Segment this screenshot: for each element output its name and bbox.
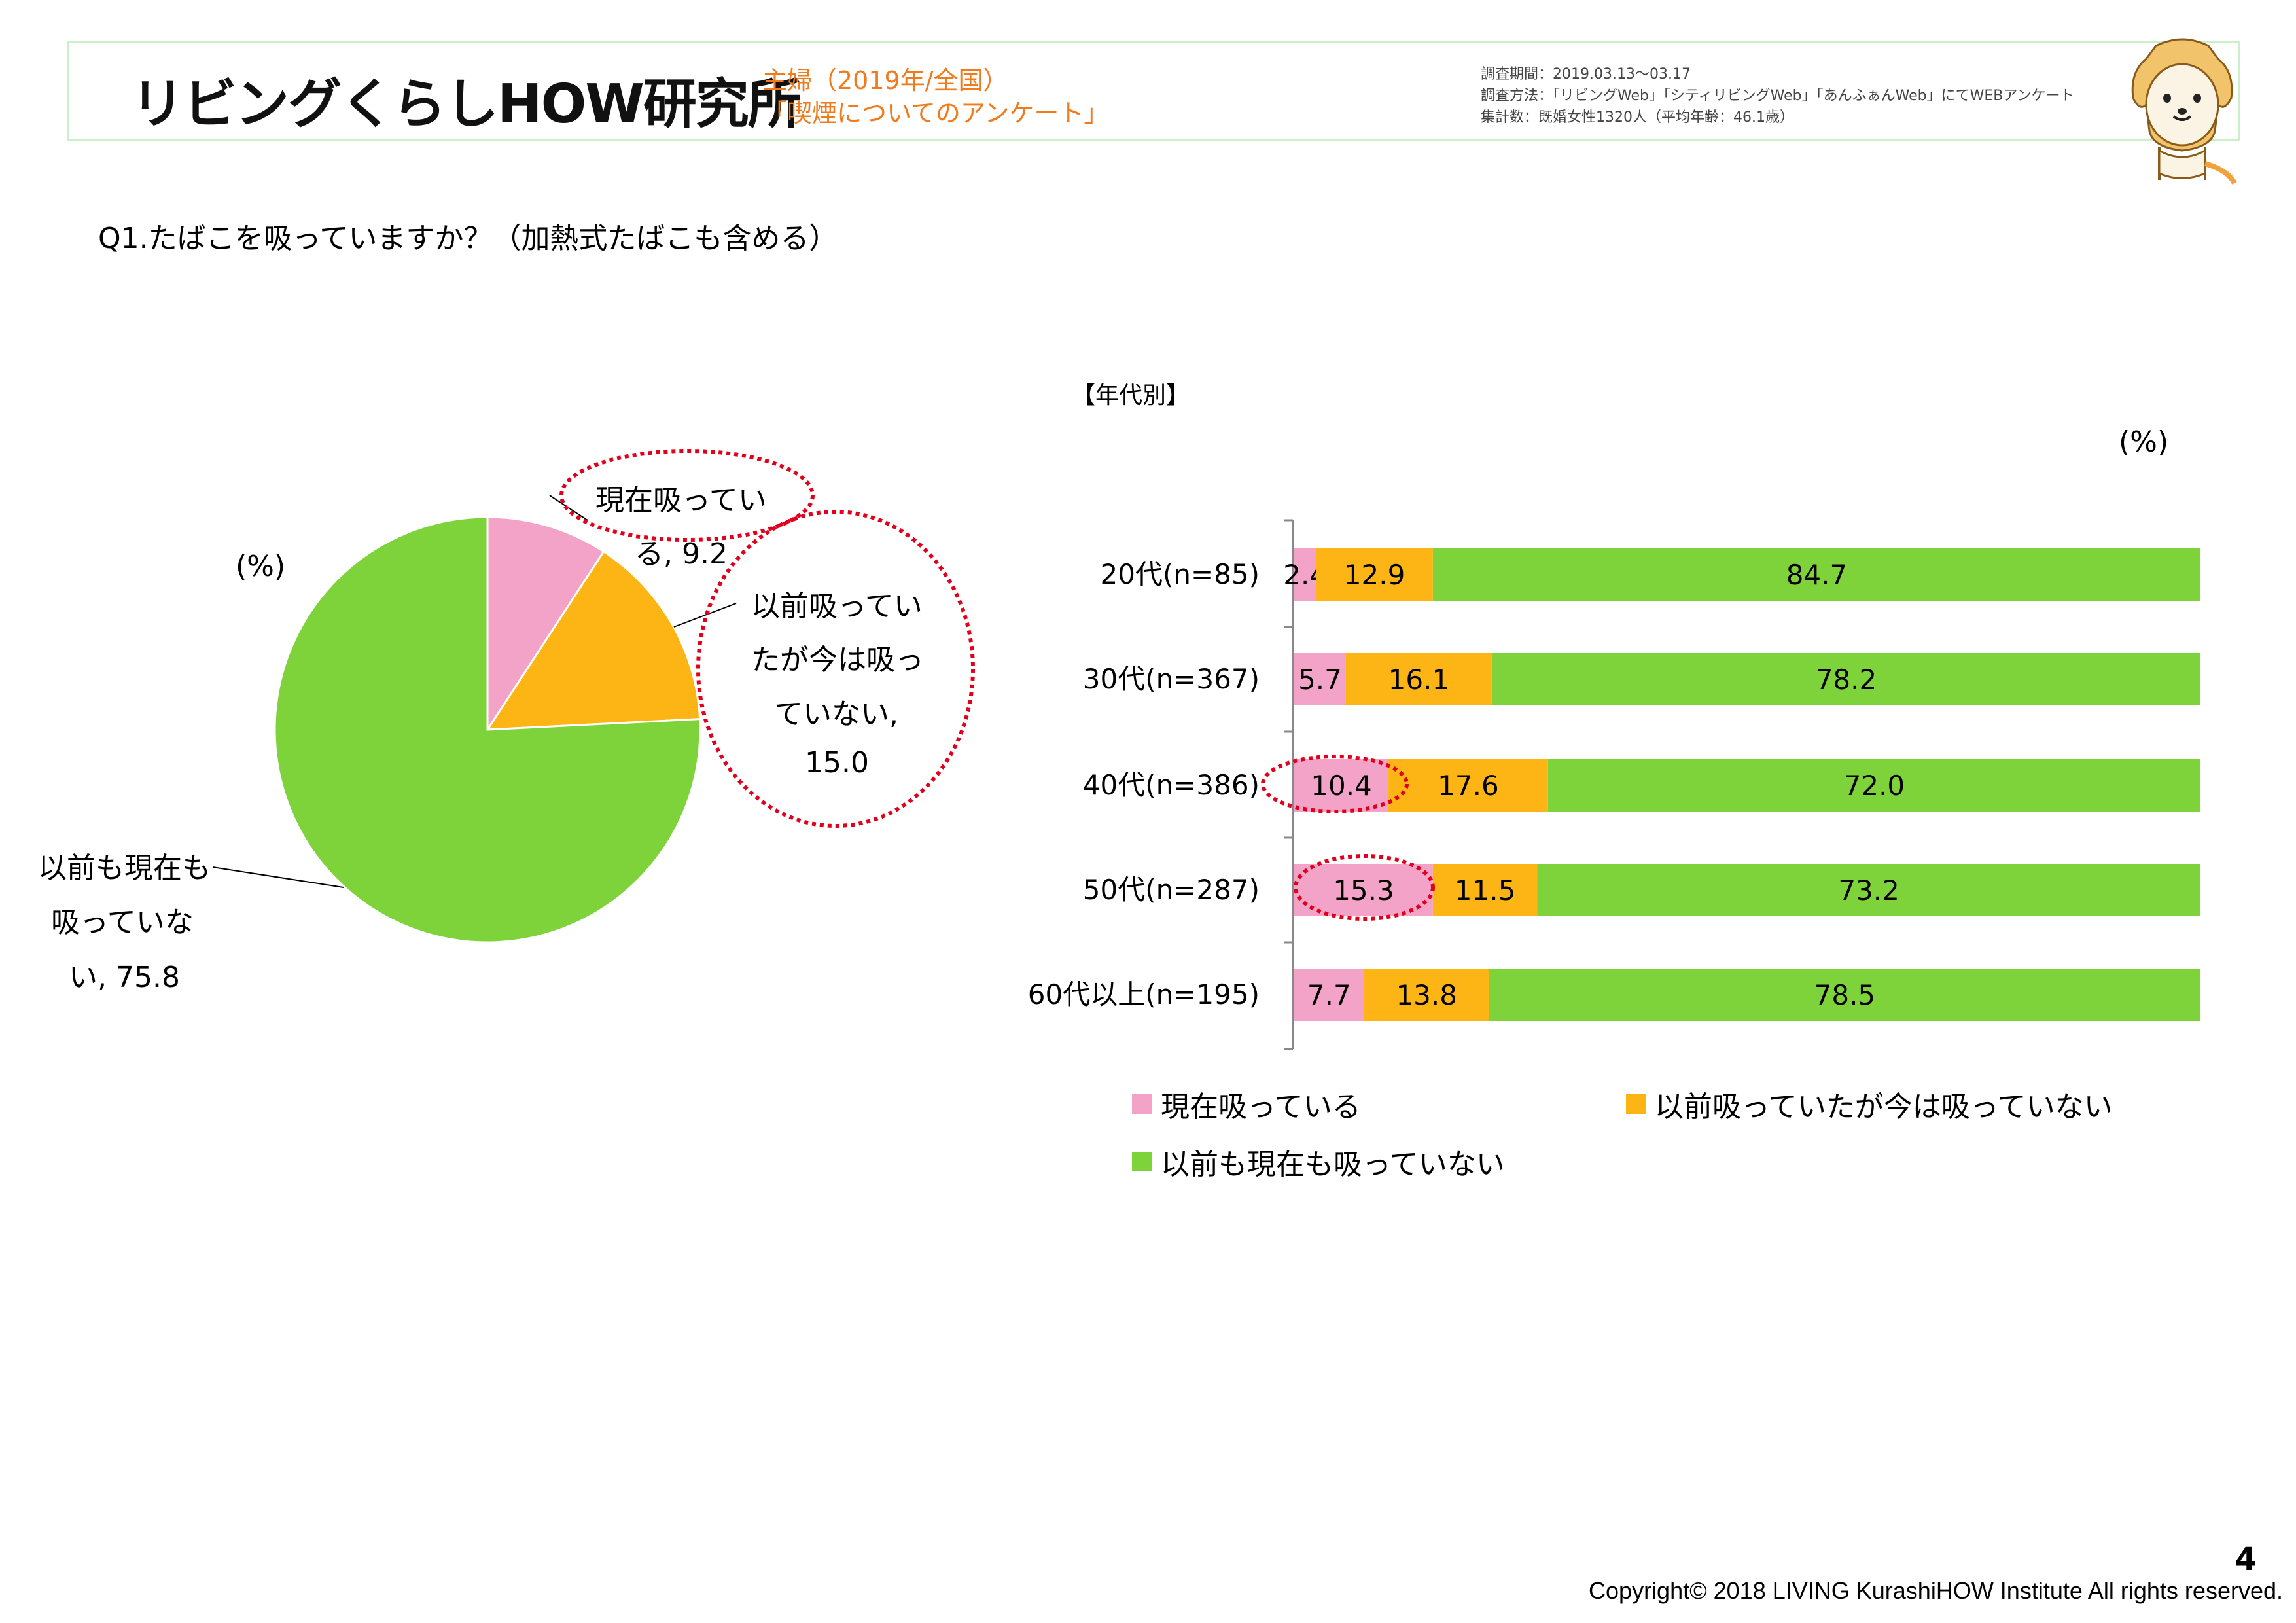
bar-data-label-quit: 16.1 [1388, 664, 1450, 696]
survey-period: 調査期間：2019.03.13〜03.17 [1481, 66, 1691, 82]
bar-data-label-smoking: 7.7 [1307, 979, 1351, 1011]
legend-swatch-smoking [1132, 1094, 1152, 1114]
bar-segment-never [1432, 548, 2200, 601]
bar-category-label: 50代(n=287) [1083, 874, 1260, 906]
page-number: 4 [2234, 1541, 2257, 1578]
bar-segment-never [1491, 653, 2200, 705]
pie-leader-line-never [212, 866, 344, 888]
bar-segment-quit [1345, 653, 1492, 705]
bar-data-label-smoking: 10.4 [1311, 770, 1372, 802]
bar-segment-smoking [1294, 653, 1346, 705]
legend-swatch-never [1132, 1152, 1152, 1171]
highlight-ellipse-quit [696, 510, 975, 828]
bar-data-label-smoking: 5.7 [1298, 664, 1342, 696]
pie-leader-line-quit [673, 603, 737, 628]
legend-swatch-quit [1626, 1094, 1646, 1114]
highlight-ellipse-50s [1294, 854, 1435, 921]
bar-segment-quit [1364, 969, 1489, 1021]
header-box [67, 41, 2240, 141]
mascot-image [2131, 38, 2237, 185]
bar-data-label-smoking: 15.3 [1333, 874, 1394, 906]
bar-data-label-never: 84.7 [1786, 559, 1848, 591]
pie-label-never-line1: 以前も現在も [38, 851, 211, 885]
survey-method: 調査方法：「リビングWeb」「シティリビングWeb」「あんふぁんWeb」にてWE… [1481, 88, 2075, 104]
pie-label-quit-line3: ていない, [774, 698, 898, 731]
bar-segment-never [1547, 759, 2200, 812]
bar-segment-smoking [1294, 969, 1364, 1021]
pie-unit-label: (%) [236, 550, 286, 583]
bar-data-label-quit: 13.8 [1396, 979, 1457, 1011]
legend-item-never: 以前も現在も吸っていない [1132, 1141, 1505, 1183]
pie-label-quit-line4: 15.0 [805, 746, 869, 779]
bar-segment-never [1489, 969, 2200, 1021]
bar-data-label-quit: 12.9 [1344, 559, 1405, 591]
bar-segment-smoking [1294, 864, 1433, 916]
legend-label-quit: 以前吸っていたが今は吸っていない [1655, 1090, 2113, 1124]
copyright-text: Copyright© 2018 LIVING KurashiHOW Instit… [1589, 1577, 2283, 1604]
bar-segment-never [1537, 864, 2200, 916]
bar-data-label-never: 73.2 [1838, 874, 1899, 906]
bar-data-label-never: 78.5 [1814, 979, 1876, 1011]
bar-segment-smoking [1294, 548, 1316, 601]
survey-count: 集計数：既婚女性1320人（平均年齢：46.1歳） [1481, 109, 1794, 126]
bar-category-label: 60代以上(n=195) [1028, 978, 1260, 1010]
header-subtitle-line2: 「喫煙についてのアンケート」 [762, 99, 1109, 128]
bar-data-label-quit: 17.6 [1438, 770, 1499, 802]
bar-category-label: 40代(n=386) [1083, 769, 1260, 801]
pie-label-smoking-line2: る, 9.2 [635, 537, 728, 571]
bar-segment-quit [1388, 759, 1548, 812]
pie-slice-smoking [486, 516, 605, 734]
header-subtitle-line1: 主婦（2019年/全国） [762, 66, 1008, 95]
bar-section-label: 【年代別】 [1072, 382, 1190, 409]
question-title: Q1.たばこを吸っていますか？（加熱式たばこも含める） [98, 222, 838, 255]
legend-item-quit: 以前吸っていたが今は吸っていない [1626, 1083, 2113, 1125]
highlight-ellipse-smoking [559, 449, 815, 542]
pie-label-never-line2: 吸っていな [51, 906, 194, 939]
pie-label-quit-line2: たが今は吸っ [751, 643, 924, 677]
pie-label-smoking-line1: 現在吸ってい [595, 484, 767, 517]
logo: リビングくらしHOW研究所 [131, 73, 802, 135]
bar-data-label-never: 78.2 [1816, 664, 1877, 696]
bar-category-label: 20代(n=85) [1101, 558, 1260, 590]
bar-data-label-quit: 11.5 [1455, 874, 1516, 906]
bar-segment-quit [1316, 548, 1433, 601]
legend-item-smoking: 現在吸っている [1132, 1083, 1361, 1125]
legend-label-smoking: 現在吸っている [1161, 1090, 1361, 1124]
pie-slice-never [274, 516, 701, 944]
bar-segment-quit [1432, 864, 1538, 916]
bar-segment-smoking [1294, 759, 1389, 812]
pie-label-never-line3: い, 75.8 [69, 961, 180, 994]
pie-label-quit-line1: 以前吸ってい [751, 590, 923, 623]
bar-data-label-never: 72.0 [1844, 770, 1905, 802]
bar-category-label: 30代(n=367) [1083, 663, 1260, 695]
pie-slice-quit [486, 550, 701, 731]
bar-unit-label: (%) [2119, 425, 2169, 459]
highlight-ellipse-40s [1261, 755, 1409, 813]
legend-label-never: 以前も現在も吸っていない [1161, 1148, 1505, 1181]
